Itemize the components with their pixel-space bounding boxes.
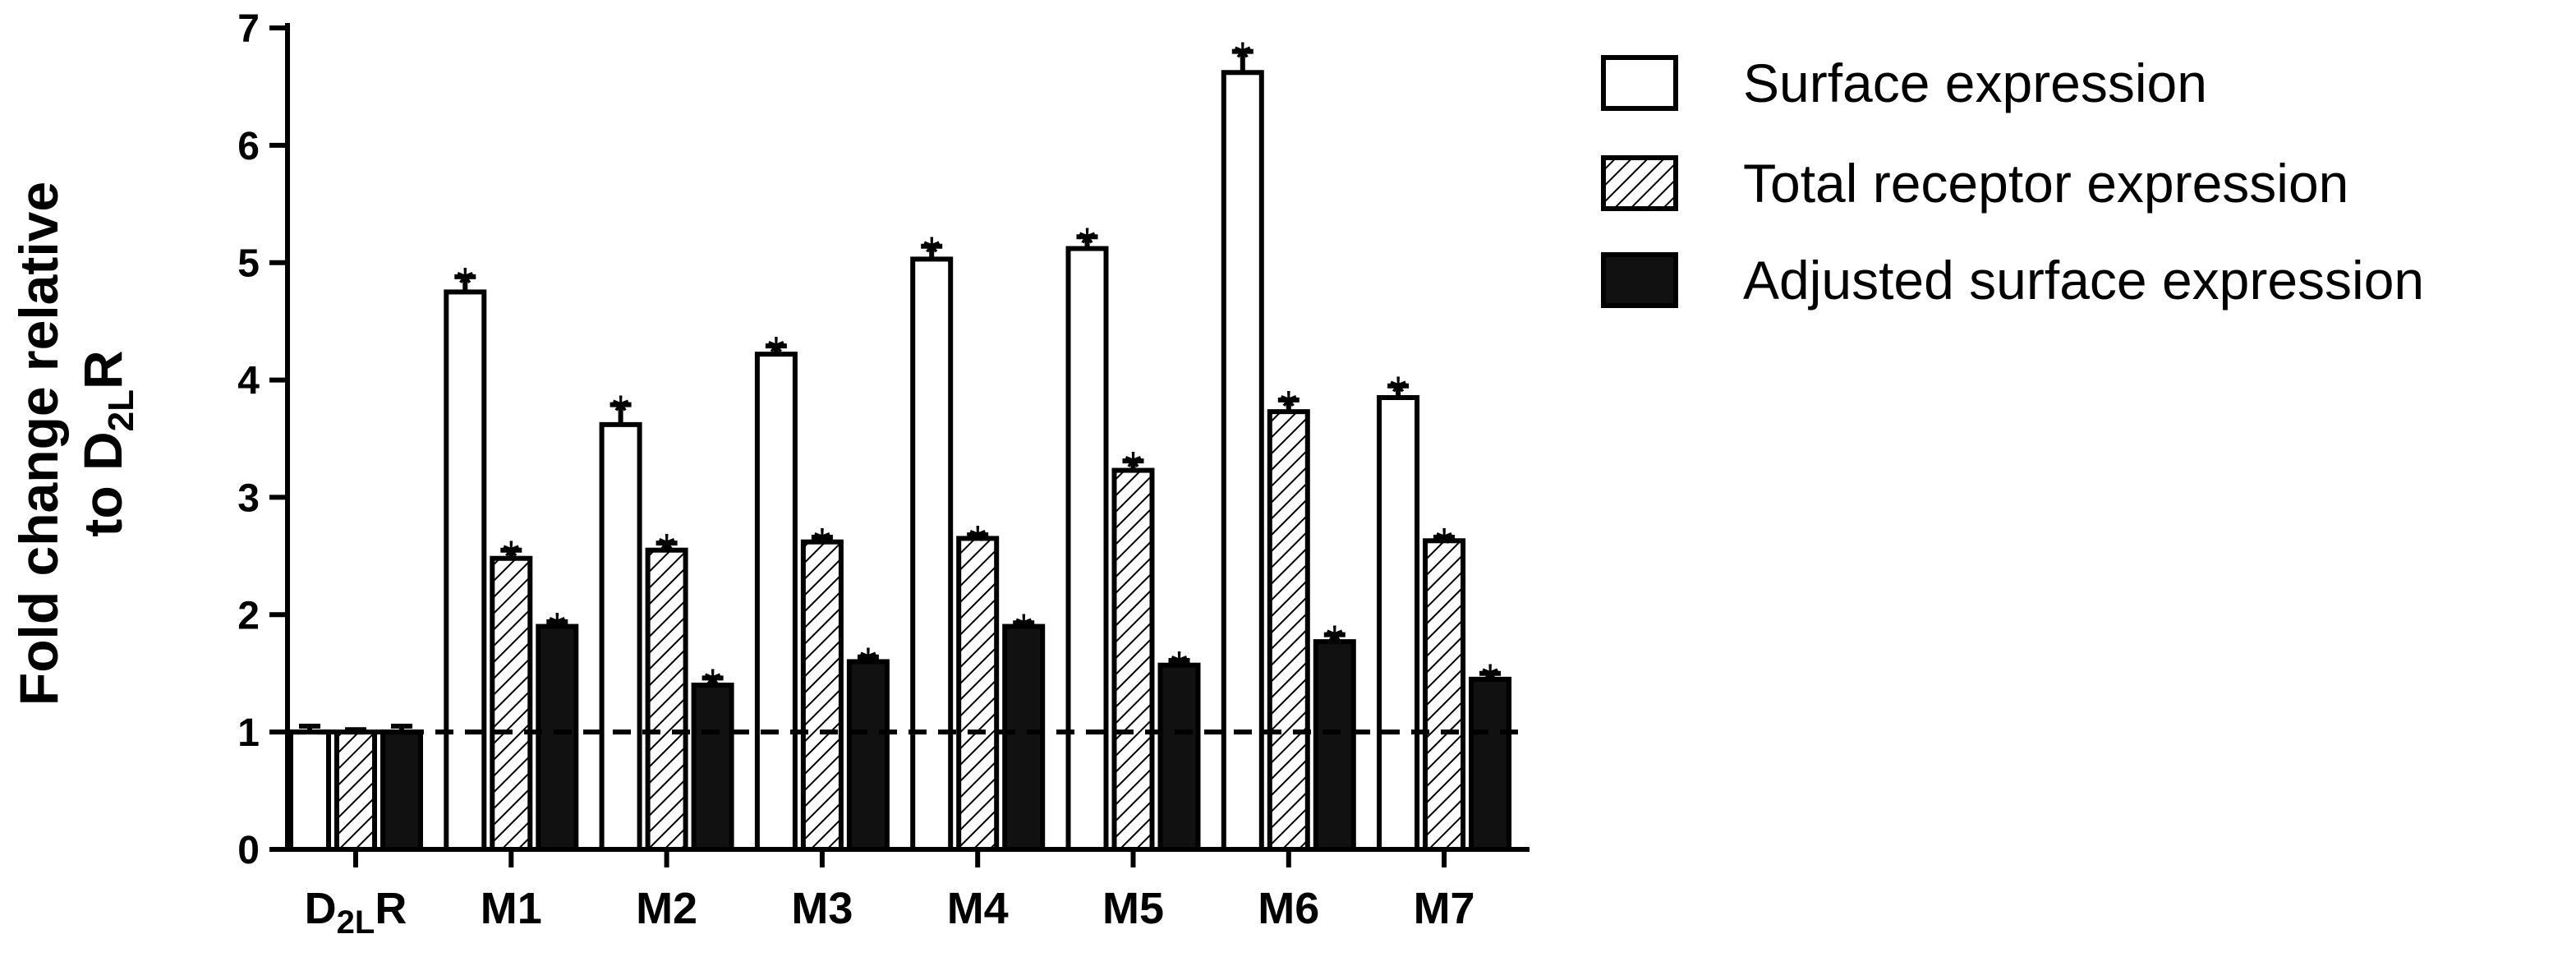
significance-star-2-7: *	[1280, 382, 1297, 431]
significance-star-3-6: *	[1171, 642, 1188, 692]
significance-star-1-2: *	[457, 259, 474, 308]
significance-star-1-6: *	[1079, 219, 1096, 268]
bar-1-6	[1065, 246, 1109, 853]
x-tick-label-4: M3	[791, 884, 853, 933]
bar-2-6	[1111, 467, 1155, 852]
bar-3-3	[691, 683, 734, 852]
significance-star-3-8: *	[1482, 656, 1499, 705]
significance-star-3-2: *	[549, 604, 566, 653]
bar-1-4	[754, 352, 798, 852]
y-axis-label: Fold change relative to D2LR	[8, 182, 141, 706]
legend-label-2: Total receptor expression	[1743, 153, 2348, 214]
significance-star-3-3: *	[704, 660, 721, 709]
bar-2-2	[490, 555, 533, 852]
legend-label-1: Surface expression	[1743, 53, 2207, 113]
y-tick-label-6: 6	[237, 125, 260, 168]
legend-swatch-3	[1601, 252, 1678, 308]
y-tick-label-4: 4	[237, 360, 260, 403]
significance-star-1-7: *	[1234, 34, 1251, 83]
y-axis-label-line2-suffix: R	[72, 350, 133, 389]
bar-1-3	[599, 421, 642, 852]
bar-1-8	[1377, 395, 1420, 852]
significance-star-2-6: *	[1125, 443, 1142, 492]
significance-star-2-5: *	[969, 517, 987, 566]
x-tick-label-8: M7	[1414, 884, 1475, 933]
bar-3-5	[1002, 623, 1046, 852]
significance-star-3-4: *	[859, 639, 876, 688]
bar-3-7	[1313, 639, 1356, 853]
legend: Surface expression Total receptor express…	[1601, 53, 2424, 311]
significance-star-2-3: *	[658, 525, 675, 574]
bar-1-1	[288, 729, 331, 853]
y-tick-label-2: 2	[237, 594, 260, 637]
significance-star-1-5: *	[923, 228, 941, 278]
significance-star-1-8: *	[1390, 368, 1407, 417]
y-tick-label-3: 3	[237, 476, 260, 520]
bar-2-7	[1267, 409, 1310, 852]
bar-3-6	[1157, 662, 1201, 853]
y-axis-label-line1: Fold change relative	[8, 182, 69, 706]
x-tick-label-1: D2LR	[305, 884, 407, 941]
x-tick-label-2: M1	[481, 884, 542, 933]
bar-1-5	[910, 256, 954, 852]
bar-2-4	[800, 539, 844, 852]
bar-3-4	[846, 659, 890, 853]
bar-3-1	[380, 729, 423, 853]
significance-star-1-3: *	[612, 387, 629, 436]
bar-2-3	[645, 547, 688, 852]
significance-star-3-7: *	[1326, 617, 1343, 666]
bar-1-2	[444, 289, 487, 852]
significance-star-2-4: *	[813, 519, 830, 568]
significance-star-1-4: *	[767, 328, 784, 377]
x-tick-label-6: M5	[1102, 884, 1164, 933]
bar-2-1	[334, 729, 377, 853]
significance-star-2-8: *	[1436, 519, 1453, 568]
plot-area: * * * * * * * * * * * * * * * * * * * * * 0 1 2 3 4 5 6 7 D2LR M1 M2 M3 M…	[237, 7, 1530, 941]
legend-swatch-1	[1601, 55, 1678, 111]
significance-star-2-2: *	[503, 532, 520, 582]
legend-swatch-2	[1601, 155, 1678, 211]
significance-star-3-5: *	[1015, 605, 1033, 654]
bar-3-8	[1469, 676, 1512, 852]
y-axis-label-line2-prefix: to D	[72, 431, 133, 536]
y-axis-label-line2-subscript: 2L	[101, 389, 141, 431]
y-axis-label-line2: to D2LR	[72, 350, 141, 536]
y-tick-label-0: 0	[237, 829, 260, 872]
y-tick-label-1: 1	[237, 711, 260, 755]
bar-2-8	[1423, 538, 1466, 852]
bar-2-5	[956, 536, 1000, 853]
y-tick-label-5: 5	[237, 242, 260, 286]
legend-label-3: Adjusted surface expression	[1743, 250, 2424, 311]
x-tick-label-3: M2	[636, 884, 697, 933]
y-tick-label-7: 7	[237, 7, 260, 51]
bar-3-2	[536, 623, 579, 852]
x-tick-label-5: M4	[947, 884, 1009, 933]
x-tick-label-7: M6	[1258, 884, 1319, 933]
